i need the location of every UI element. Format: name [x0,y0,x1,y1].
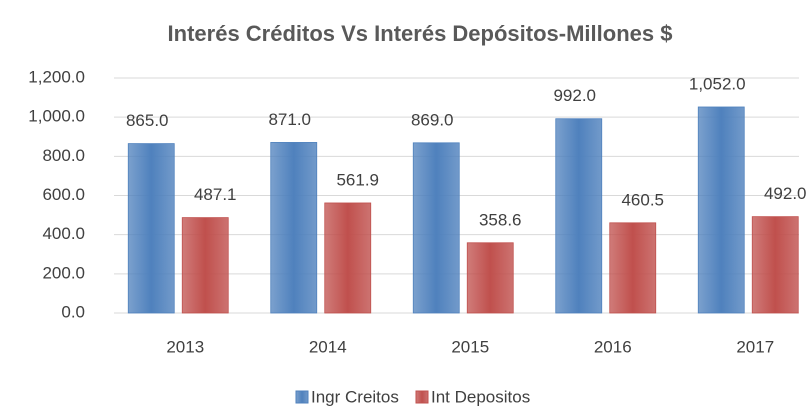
bar [412,142,460,314]
legend-swatch [415,390,429,404]
value-label: 1,052.0 [689,74,746,93]
value-label: 492.0 [764,184,806,203]
value-label: 358.6 [479,210,522,229]
value-label: 460.5 [621,190,664,209]
value-label: 992.0 [553,86,596,105]
legend-label: Ingr Creitos [311,387,399,406]
value-label: 561.9 [336,170,379,189]
y-tick-label: 1,200.0 [28,67,85,86]
value-label: 871.0 [268,110,311,129]
value-label: 869.0 [411,110,454,129]
x-tick-label: 2015 [451,337,489,356]
x-tick-label: 2014 [309,337,347,356]
bar [127,143,175,314]
bar [324,202,372,314]
bar [181,217,229,314]
x-tick-label: 2013 [166,337,204,356]
y-tick-label: 400.0 [42,224,85,243]
bar [466,242,514,314]
value-label: 487.1 [194,185,237,204]
x-tick-label: 2017 [736,337,774,356]
y-tick-label: 1,000.0 [28,107,85,126]
chart-title: Interés Créditos Vs Interés Depósitos-Mi… [168,21,673,46]
y-tick-label: 600.0 [42,185,85,204]
value-label: 865.0 [126,111,169,130]
bar [609,222,657,314]
y-tick-label: 800.0 [42,146,85,165]
legend-swatch [295,390,309,404]
bar [751,216,799,314]
legend-label: Int Depositos [431,387,530,406]
bar [697,106,745,314]
bar [270,142,318,314]
y-tick-label: 200.0 [42,263,85,282]
bar [555,118,603,314]
y-tick-label: 0.0 [61,302,85,321]
x-tick-label: 2016 [594,337,632,356]
